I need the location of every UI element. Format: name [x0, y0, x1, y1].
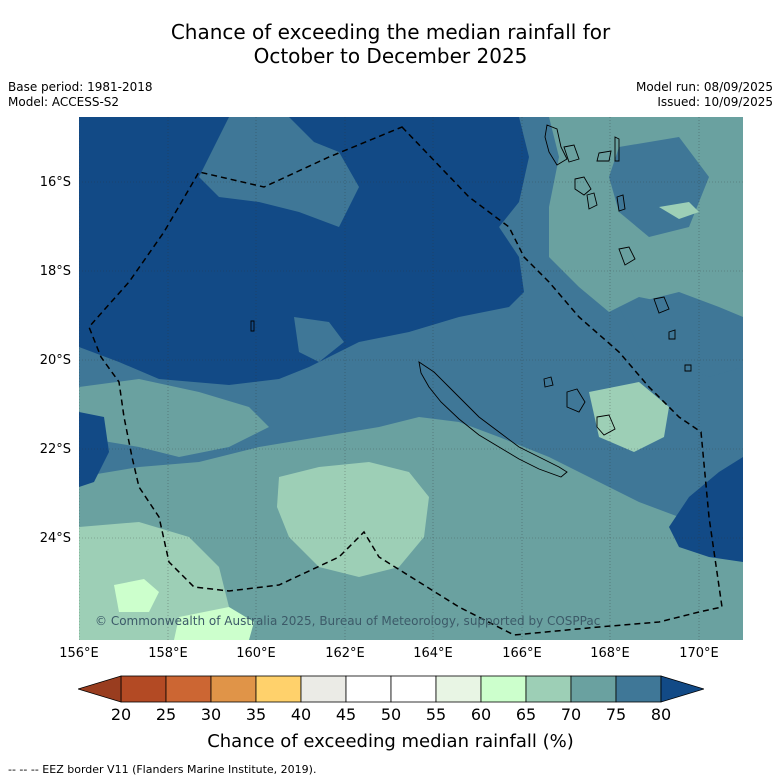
- lon-label-162e: 162°E: [325, 646, 365, 661]
- vanuatu-island-4: [574, 176, 592, 196]
- lat-label-18s: 18°S: [39, 264, 71, 279]
- colorbar-tick-label: 55: [425, 705, 447, 724]
- map-svg: [79, 117, 743, 640]
- colorbar-label: Chance of exceeding median rainfall (%): [207, 731, 574, 752]
- loyalty-island-1: [543, 376, 554, 388]
- vanuatu-island-7: [616, 194, 626, 212]
- rainfall-map: [79, 117, 743, 640]
- region-65-70-central: [277, 462, 429, 577]
- colorbar: [78, 675, 704, 703]
- lon-label-164e: 164°E: [413, 646, 453, 661]
- eez-border: [88, 126, 723, 636]
- vanuatu-island-3: [596, 150, 612, 162]
- colorbar-segment: [120, 675, 167, 703]
- region-80-plus-southeast: [669, 457, 743, 562]
- vanuatu-island-1: [544, 124, 568, 166]
- vanuatu-island-10: [668, 329, 676, 340]
- meta-right: Model run: 08/09/2025 Issued: 10/09/2025: [636, 80, 773, 110]
- lat-label-24s: 24°S: [39, 531, 71, 546]
- colorbar-tick-label: 80: [650, 705, 672, 724]
- vanuatu-island-2: [563, 144, 580, 163]
- colorbar-segment: [570, 675, 617, 703]
- colorbar-segment: [525, 675, 572, 703]
- vanuatu-island-6: [614, 136, 620, 162]
- colorbar-segment: [615, 675, 662, 703]
- eez-footnote: -- -- -- EEZ border V11 (Flanders Marine…: [8, 763, 317, 776]
- coastlines: [250, 124, 692, 478]
- colorbar-tick-label: 45: [335, 705, 357, 724]
- chart-title-line-1: Chance of exceeding the median rainfall …: [170, 20, 611, 44]
- colorbar-tick-label: 75: [605, 705, 627, 724]
- region-60-65-s-patch: [174, 607, 254, 640]
- lat-label-16s: 16°S: [39, 175, 71, 190]
- base-period: Base period: 1981-2018: [8, 80, 153, 94]
- colorbar-segment: [165, 675, 212, 703]
- region-65-70-east: [589, 382, 669, 452]
- colorbar-segment: [345, 675, 392, 703]
- colorbar-segment: [255, 675, 302, 703]
- region-65-70-ne-patch: [659, 202, 699, 219]
- meta-left: Base period: 1981-2018 Model: ACCESS-S2: [8, 80, 153, 110]
- colorbar-tick-label: 65: [515, 705, 537, 724]
- lon-label-156e: 156°E: [59, 646, 99, 661]
- new-caledonia-outline: [418, 361, 568, 478]
- copyright-notice: © Commonwealth of Australia 2025, Bureau…: [95, 614, 601, 628]
- region-60-65-sw-patch: [114, 579, 159, 612]
- colorbar-tick-label: 40: [290, 705, 312, 724]
- region-75-80-nw-intrusion: [199, 117, 359, 227]
- colorbar-tick-label: 70: [560, 705, 582, 724]
- vanuatu-island-8: [618, 246, 636, 266]
- vanuatu-island-5: [586, 192, 598, 210]
- model-run: Model run: 08/09/2025: [635, 80, 773, 94]
- model-name: Model: ACCESS-S2: [8, 95, 120, 109]
- lon-label-158e: 158°E: [148, 646, 188, 661]
- gridlines: [79, 117, 743, 640]
- region-75-80-nw-patch: [294, 317, 344, 362]
- colorbar-under-arrow: [78, 675, 122, 703]
- colorbar-tick-label: 30: [200, 705, 222, 724]
- colorbar-segment: [300, 675, 347, 703]
- colorbar-tick-label: 20: [110, 705, 132, 724]
- issued-date: Issued: 10/09/2025: [657, 95, 773, 109]
- lon-label-160e: 160°E: [236, 646, 276, 661]
- colorbar-segments: [120, 675, 662, 703]
- region-70-75-west: [79, 379, 269, 457]
- lat-label-20s: 20°S: [39, 353, 71, 368]
- loyalty-island-2: [566, 388, 586, 413]
- loyalty-island-3: [596, 414, 616, 436]
- vanuatu-island-11: [684, 364, 692, 372]
- colorbar-tick-label: 35: [245, 705, 267, 724]
- region-65-70-southwest: [79, 522, 229, 640]
- colorbar-segment: [390, 675, 437, 703]
- lon-label-170e: 170°E: [679, 646, 719, 661]
- colorbar-tick-label: 50: [380, 705, 402, 724]
- colorbar-segment: [435, 675, 482, 703]
- chart-title-line-2: October to December 2025: [253, 44, 528, 68]
- lat-label-22s: 22°S: [39, 442, 71, 457]
- colorbar-tick-label: 25: [155, 705, 177, 724]
- lon-label-166e: 166°E: [502, 646, 542, 661]
- colorbar-over-arrow: [660, 675, 704, 703]
- vanuatu-island-9: [653, 296, 670, 314]
- lon-label-168e: 168°E: [590, 646, 630, 661]
- colorbar-segment: [480, 675, 527, 703]
- colorbar-tick-label: 60: [470, 705, 492, 724]
- small-island-west: [250, 320, 255, 332]
- region-80-plus-west: [79, 412, 109, 487]
- colorbar-segment: [210, 675, 257, 703]
- region-75-80-ne-east: [619, 292, 743, 377]
